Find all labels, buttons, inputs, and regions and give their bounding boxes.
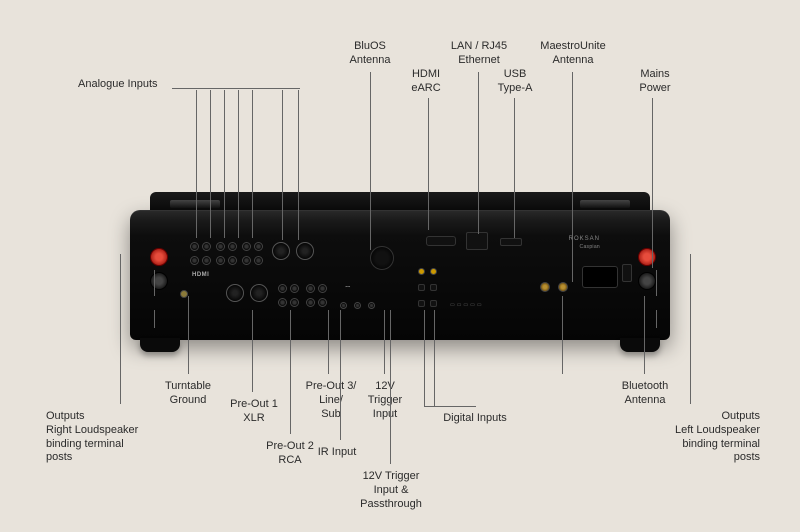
mains-iec-inlet xyxy=(582,266,618,288)
amplifier-rear-panel: HDMI ⌔ xyxy=(130,210,670,340)
right-speaker-post-black xyxy=(150,272,168,290)
preout2-rca-1 xyxy=(278,284,287,293)
label-maestro: MaestroUnite Antenna xyxy=(528,40,618,68)
wifi-icon: ⌔ xyxy=(344,284,352,294)
label-hdmi-earc: HDMI eARC xyxy=(406,68,446,96)
label-ir-input: IR Input xyxy=(312,446,362,460)
left-speaker-post-black xyxy=(638,272,656,290)
preout3-rca-3 xyxy=(306,298,315,307)
label-bluos-antenna: BluOS Antenna xyxy=(340,40,400,68)
trigger-jack-2 xyxy=(368,302,375,309)
lan-rj45-port xyxy=(466,232,488,250)
foot-right xyxy=(620,338,660,352)
mains-switch xyxy=(622,264,632,282)
top-vent-right xyxy=(580,200,630,208)
model-text: Caspian xyxy=(580,244,600,250)
preout3-rca-4 xyxy=(318,298,327,307)
turntable-ground-post xyxy=(180,290,188,298)
trigger-jack-1 xyxy=(354,302,361,309)
label-bluetooth: Bluetooth Antenna xyxy=(610,380,680,408)
digital-opt-3 xyxy=(418,300,425,307)
label-analogue-inputs: Analogue Inputs xyxy=(78,78,158,92)
hdmi-earc-port xyxy=(426,236,456,246)
hdmi-logo: HDMI xyxy=(192,272,209,278)
label-preout2: Pre-Out 2 RCA xyxy=(260,440,320,468)
xlr-input-1 xyxy=(272,242,290,260)
top-vent-left xyxy=(170,200,220,208)
foot-left xyxy=(140,338,180,352)
digital-coax-1 xyxy=(418,268,425,275)
digital-opt-2 xyxy=(430,284,437,291)
preout3-rca-2 xyxy=(318,284,327,293)
preout1-xlr-l xyxy=(226,284,244,302)
digital-coax-2 xyxy=(430,268,437,275)
maestro-antenna-port xyxy=(540,282,550,292)
right-speaker-post-red xyxy=(150,248,168,266)
label-outputs-right: Outputs Right Loudspeaker binding termin… xyxy=(46,410,138,465)
preout2-rca-3 xyxy=(278,298,287,307)
label-trigger-pass: 12V Trigger Input & Passthrough xyxy=(346,470,436,511)
preout2-rca-4 xyxy=(290,298,299,307)
preout2-rca-2 xyxy=(290,284,299,293)
ir-input-jack xyxy=(340,302,347,309)
bluos-antenna-port xyxy=(370,246,394,270)
digital-opt-1 xyxy=(418,284,425,291)
label-preout1: Pre-Out 1 XLR xyxy=(224,398,284,426)
label-preout3: Pre-Out 3/ Line/ Sub xyxy=(298,380,364,421)
label-turntable-ground: Turntable Ground xyxy=(158,380,218,408)
left-speaker-post-red xyxy=(638,248,656,266)
preout1-xlr-r xyxy=(250,284,268,302)
label-trigger-in: 12V Trigger Input xyxy=(360,380,410,421)
xlr-input-2 xyxy=(296,242,314,260)
usb-a-port xyxy=(500,238,522,246)
label-lan-rj45: LAN / RJ45 Ethernet xyxy=(444,40,514,68)
brand-text: ROKSAN xyxy=(569,236,600,242)
label-digital-inputs: Digital Inputs xyxy=(430,412,520,426)
preout3-rca-1 xyxy=(306,284,315,293)
label-mains: Mains Power xyxy=(630,68,680,96)
bluetooth-antenna-port xyxy=(558,282,568,292)
digital-opt-4 xyxy=(430,300,437,307)
label-usb-a: USB Type-A xyxy=(490,68,540,96)
label-outputs-left: Outputs Left Loudspeaker binding termina… xyxy=(640,410,760,465)
cert-logos: ▭ ▭ ▭ ▭ ▭ xyxy=(450,302,482,308)
